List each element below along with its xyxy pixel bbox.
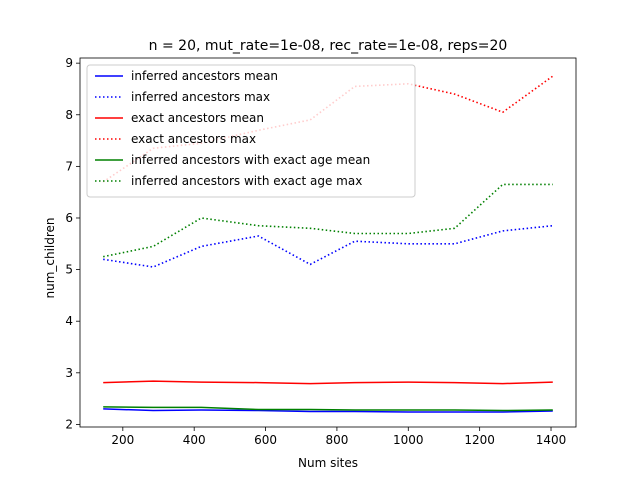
series-line-3: [103, 380, 553, 385]
y-tick-label: 8: [65, 108, 73, 122]
y-tick-label: 5: [65, 263, 73, 277]
x-tick-label: 400: [183, 433, 206, 447]
y-tick-label: 6: [65, 211, 73, 225]
x-axis-label: Num sites: [298, 456, 358, 470]
x-tick-label: 1000: [393, 433, 424, 447]
y-axis-label: num_children: [43, 217, 57, 298]
legend-entry-2: inferred ancestors max: [131, 90, 270, 104]
x-tick-label: 1400: [536, 433, 567, 447]
series-line-2: [103, 224, 553, 268]
x-tick-label: 800: [325, 433, 348, 447]
y-tick-label: 2: [65, 417, 73, 431]
legend-entry-5: inferred ancestors with exact age mean: [131, 153, 370, 167]
legend-entry-6: inferred ancestors with exact age max: [131, 174, 362, 188]
y-tick-label: 9: [65, 56, 73, 70]
legend-box: [86, 64, 416, 198]
y-tick-label: 7: [65, 159, 73, 173]
y-tick-label: 4: [65, 314, 73, 328]
series-line-5: [103, 406, 553, 412]
plot-frame: [79, 57, 577, 428]
legend-entry-3: exact ancestors mean: [131, 111, 264, 125]
legend: inferred ancestors mean inferred ancestor…: [86, 64, 416, 198]
legend-entry-4: exact ancestors max: [131, 132, 256, 146]
plot-area: 200 400 600 800 1000 1200 1400 2 3 4 5 6 7 8 9: [65, 56, 577, 447]
y-tick-label: 3: [65, 366, 73, 380]
x-tick-label: 1200: [464, 433, 495, 447]
series-line-1: [103, 408, 553, 413]
legend-entry-1: inferred ancestors mean: [131, 69, 278, 83]
chart-title: n = 20, mut_rate=1e-08, rec_rate=1e-08, …: [149, 38, 508, 54]
x-tick-label: 600: [254, 433, 277, 447]
x-tick-label: 200: [111, 433, 134, 447]
